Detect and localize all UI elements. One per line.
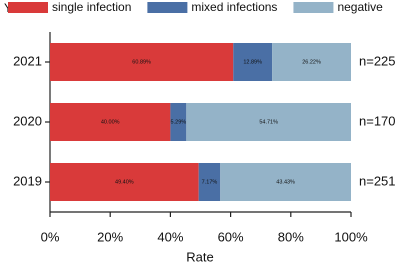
x-tick-label: 100%	[334, 229, 368, 244]
bar-segment	[186, 103, 351, 141]
bar-value-label: 5.29%	[171, 119, 187, 125]
x-axis-label: Rate	[186, 249, 213, 264]
bar-value-label: 12.89%	[243, 59, 262, 65]
bar-value-label: 40.00%	[101, 119, 120, 125]
bar-value-label: 26.22%	[302, 59, 321, 65]
legend-label: mixed infections	[191, 0, 277, 14]
bar-segment	[50, 103, 171, 141]
bar-segment	[198, 163, 221, 201]
bar-value-label: 54.71%	[259, 119, 278, 125]
x-tick-label: 80%	[278, 229, 304, 244]
y-tick-label: 2021	[13, 53, 42, 68]
bar-value-label: 43.43%	[276, 179, 295, 185]
bar-value-label: 49.40%	[115, 179, 134, 185]
bar-segment	[220, 163, 351, 201]
x-tick-label: 60%	[218, 229, 244, 244]
legend-label: negative	[337, 0, 383, 14]
legend-swatch	[147, 2, 188, 13]
bar-segment	[272, 43, 351, 81]
sample-size-label: n=170	[359, 113, 396, 128]
bar-segment	[170, 103, 187, 141]
bar-value-label: 60.89%	[132, 59, 151, 65]
bar-segment	[50, 163, 199, 201]
x-tick-label: 0%	[41, 229, 60, 244]
bar-segment	[50, 43, 234, 81]
y-tick-label: 2020	[13, 113, 42, 128]
sample-size-label: n=251	[359, 173, 396, 188]
legend-swatch	[293, 2, 334, 13]
legend-label: single infection	[52, 0, 131, 14]
sample-size-label: n=225	[359, 53, 396, 68]
x-tick-label: 40%	[157, 229, 183, 244]
y-tick-label: 2019	[13, 173, 42, 188]
bar-segment	[233, 43, 273, 81]
legend-swatch	[8, 2, 48, 13]
bar-value-label: 7.17%	[202, 179, 218, 185]
x-tick-label: 20%	[97, 229, 123, 244]
